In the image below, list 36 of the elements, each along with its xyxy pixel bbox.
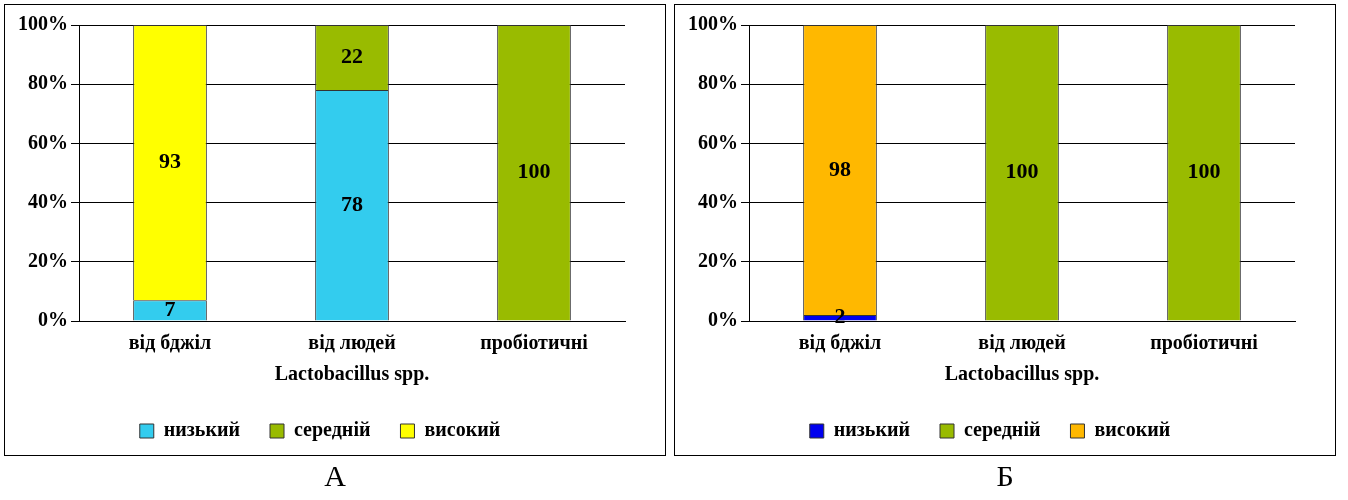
y-tick-label: 40% — [28, 189, 68, 212]
data-label: 7 — [164, 296, 176, 322]
data-label: 100 — [1187, 158, 1221, 184]
y-tick-label: 100% — [688, 12, 738, 35]
legend-label: високий — [424, 418, 501, 441]
x-axis-title: Lactobacillus spp. — [274, 362, 430, 386]
y-tick-label: 20% — [28, 248, 68, 271]
y-tick-label: 100% — [18, 12, 68, 35]
data-label: 100 — [517, 158, 551, 184]
x-tick-label: пробіотичні — [1150, 331, 1259, 355]
legend-label: високий — [1094, 418, 1171, 441]
x-tick-label: від людей — [978, 331, 1066, 354]
y-tick-label: 80% — [28, 71, 68, 94]
y-tick-label: 40% — [698, 189, 738, 212]
legend-label: середній — [964, 418, 1041, 442]
data-label: 93 — [159, 148, 181, 174]
data-label: 78 — [341, 191, 363, 216]
y-tick-label: 80% — [698, 71, 738, 94]
y-tick-label: 0% — [708, 308, 738, 331]
x-axis-title: Lactobacillus spp. — [944, 362, 1100, 386]
legend-label: середній — [294, 418, 371, 442]
legend-label: низький — [163, 418, 241, 441]
x-tick-label: пробіотичні — [480, 331, 589, 355]
text: А — [323, 458, 347, 494]
x-tick-label: від бджіл — [798, 331, 882, 354]
x-tick-label: від людей — [308, 331, 396, 354]
data-label: 22 — [341, 43, 363, 69]
data-label: 100 — [1005, 158, 1039, 184]
y-tick-label: 20% — [698, 248, 738, 271]
y-tick-label: 60% — [698, 130, 738, 153]
legend-label: низький — [833, 418, 911, 441]
data-label: 98 — [829, 155, 851, 181]
text: Б — [995, 458, 1015, 494]
y-tick-label: 0% — [38, 308, 68, 331]
y-tick-label: 60% — [28, 130, 68, 153]
x-tick-label: від бджіл — [128, 331, 212, 354]
